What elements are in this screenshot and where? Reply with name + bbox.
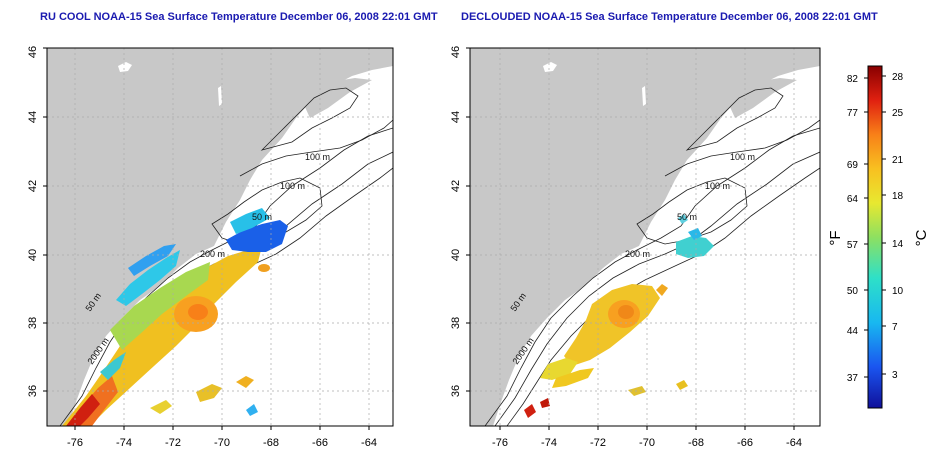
colorbar-gradient (867, 65, 883, 409)
sst-swath (524, 214, 714, 418)
y-tick-label: 44 (450, 111, 462, 123)
x-tick-label: -74 (116, 437, 132, 449)
graticule (470, 48, 820, 426)
x-tick-label: -66 (737, 437, 753, 449)
colorbar-c-labels: 28 25 21 18 14 10 7 3 (892, 72, 904, 381)
fahrenheit-axis-label: °F (827, 230, 844, 245)
x-tick-label: -66 (312, 437, 328, 449)
f-tick-label: 77 (847, 108, 859, 119)
y-tick-label: 38 (450, 317, 462, 329)
x-tick-label: -68 (263, 437, 279, 449)
c-tick-label: 10 (892, 286, 904, 297)
y-tick-label: 40 (450, 249, 462, 261)
contour-label: 200 m (200, 249, 225, 259)
land-mass-north (725, 78, 797, 118)
graticule (47, 48, 393, 426)
temperature-colorbar: 82 77 69 64 57 50 44 37 28 25 21 18 14 1… (827, 65, 930, 409)
contour-label: 200 m (625, 249, 650, 259)
x-tick-label: -76 (492, 437, 508, 449)
map-frame (469, 47, 821, 427)
x-tick-label: -72 (165, 437, 181, 449)
x-tick-label: -70 (214, 437, 230, 449)
f-tick-label: 44 (847, 326, 859, 337)
y-tick-label: 42 (450, 180, 462, 192)
x-tick-label: -74 (541, 437, 557, 449)
y-tick-label: 36 (27, 385, 39, 397)
y-tick-label: 38 (27, 317, 39, 329)
x-tick-label: -64 (786, 437, 802, 449)
c-tick-label: 3 (892, 370, 898, 381)
lake (543, 62, 557, 72)
x-tick-label: -72 (590, 437, 606, 449)
y-axis-ticks (466, 47, 470, 392)
x-tick-label: -68 (688, 437, 704, 449)
x-tick-label: -76 (67, 437, 83, 449)
sst-swath (62, 208, 288, 426)
y-axis-labels: 36 38 40 42 44 46 (450, 46, 462, 397)
x-axis-ticks (74, 426, 370, 430)
y-tick-label: 46 (27, 46, 39, 58)
x-axis-ticks (499, 426, 795, 430)
c-tick-label: 21 (892, 155, 904, 166)
y-tick-label: 36 (450, 385, 462, 397)
y-tick-label: 44 (27, 111, 39, 123)
left-map-area: 100 m 100 m 50 m 200 m 50 m 2000 m (47, 48, 393, 426)
f-tick-label: 64 (847, 194, 859, 205)
lake (642, 86, 646, 106)
land-mass (470, 48, 820, 426)
y-axis-labels: 36 38 40 42 44 46 (27, 46, 39, 397)
contour-label: 50 m (677, 212, 697, 222)
right-map-title: DECLOUDED NOAA-15 Sea Surface Temperatur… (461, 11, 878, 23)
c-tick-label: 14 (892, 239, 904, 250)
y-tick-label: 42 (27, 180, 39, 192)
x-tick-label: -64 (361, 437, 377, 449)
right-map-panel: 100 m 100 m 50 m 200 m 50 m 2000 m -76 -… (450, 46, 821, 449)
contour-label: 100 m (305, 152, 330, 162)
contour-label: 100 m (705, 181, 730, 191)
lake (218, 86, 222, 106)
contour-label: 100 m (280, 181, 305, 191)
land-mass (47, 48, 393, 426)
y-axis-ticks (43, 47, 47, 392)
y-tick-label: 40 (27, 249, 39, 261)
land-mass-north (300, 78, 372, 118)
map-frame (46, 47, 394, 427)
colorbar-f-labels: 82 77 69 64 57 50 44 37 (847, 74, 859, 384)
f-tick-label: 50 (847, 286, 859, 297)
y-tick-label: 46 (450, 46, 462, 58)
x-tick-label: -70 (639, 437, 655, 449)
c-tick-label: 28 (892, 72, 904, 83)
x-axis-labels: -76 -74 -72 -70 -68 -66 -64 (492, 437, 802, 449)
left-map-panel: 100 m 100 m 50 m 200 m 50 m 2000 m -76 -… (27, 46, 394, 449)
c-tick-label: 7 (892, 322, 898, 333)
depth-contours (484, 87, 820, 426)
x-axis-labels: -76 -74 -72 -70 -68 -66 -64 (67, 437, 377, 449)
f-tick-label: 69 (847, 160, 859, 171)
colorbar-ticks (864, 75, 886, 378)
contour-label: 100 m (730, 152, 755, 162)
contour-label: 50 m (252, 212, 272, 222)
c-tick-label: 25 (892, 108, 904, 119)
f-tick-label: 57 (847, 240, 859, 251)
lake (118, 62, 132, 72)
c-tick-label: 18 (892, 191, 904, 202)
right-map-area: 100 m 100 m 50 m 200 m 50 m 2000 m (470, 48, 820, 426)
left-map-title: RU COOL NOAA-15 Sea Surface Temperature … (40, 11, 438, 23)
f-tick-label: 82 (847, 74, 859, 85)
celsius-axis-label: °C (913, 229, 930, 246)
f-tick-label: 37 (847, 373, 859, 384)
